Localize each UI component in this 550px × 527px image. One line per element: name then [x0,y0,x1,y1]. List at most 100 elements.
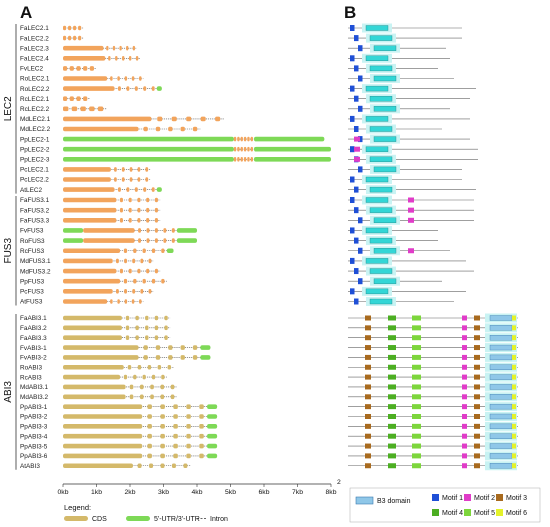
motif2-faabi3-3 [462,335,467,341]
cds-exon-atlec2 [117,187,121,192]
b3-domain-fvabi3-1 [489,344,513,351]
cds-exon-ppfus3 [142,278,146,284]
motif4-fvabi3-2 [388,354,396,360]
b3-domain-faabi3-1 [489,315,513,321]
motif4-faabi3-3 [388,335,396,341]
cds-exon-rcfus3 [63,248,121,254]
cds-exon-fvabi3-1 [155,345,161,350]
motif1-rolec2-2 [350,85,355,92]
gene-label-ppabi3-2: PpABI3-2 [20,414,48,421]
b3-domain-rclec2-2 [373,106,397,112]
cds-exon-ppabi3-5 [173,443,178,449]
b3-domain-fafus3-1 [365,197,389,203]
motif2-rcfus3 [408,248,414,254]
utr3-fvfus3 [176,228,197,233]
b3-domain-pplec2-2 [365,146,389,152]
motif6-faabi3-2 [512,325,516,331]
motif3-rcabi3 [365,374,371,380]
gene-label-rolec2-1: RoLEC2.1 [20,76,50,83]
cds-exon-mdlec2-2 [143,126,148,132]
cds-exon-ppabi3-3 [199,424,204,429]
cds-exon-mdfus3-2 [154,268,158,274]
b3-domain-pcfus3 [365,288,389,295]
cds-exon-faabi3-3 [145,335,149,340]
cds-exon-fvlec2 [63,66,68,71]
cds-exon-faabi3-1 [125,315,130,321]
cds-exon-ppabi3-4 [186,433,191,439]
utr3-pplec2-3 [253,157,331,162]
b3-domain-roabi3 [489,364,513,370]
cds-exon-atabi3 [137,463,142,469]
gene-label-roabi3: RoABI3 [20,364,42,371]
b3-domain-mdabi3-1 [489,384,513,390]
cds-exon-fvabi3-2 [192,355,198,360]
gene-label-ppabi3-4: PpABI3-4 [20,433,48,440]
cds-exon-ppabi3-2 [63,414,143,419]
kb-axis: 0kb 1kb 2kb 3kb 4kb 5kb 6kb 7kb 8kb [58,483,337,496]
motif1-ppfus3 [358,278,363,285]
cds-exon-atfus3 [63,299,108,304]
cds-exon-pplec2-2 [247,146,250,152]
motif1-rclec2-1 [354,95,359,102]
cds-exon-mdfus3-2 [137,268,141,274]
cds-exon-fafus3-1 [128,197,132,203]
legend-motif6-swatch [496,509,503,516]
cds-exon-rcfus3 [123,248,128,254]
motif5-fvabi3-2 [412,354,421,360]
motif1-pclec2-2 [350,176,355,183]
cds-exon-fvlec2 [76,66,81,71]
motif2-pplec2-3 [354,156,360,162]
cds-exon-ppabi3-4 [173,433,178,439]
cds-exon-falec2-4 [115,56,118,61]
cds-exon-faabi3-3 [125,335,130,340]
cds-exon-ppfus3 [151,278,156,284]
cds-exon-fvabi3-2 [180,355,185,360]
cds-exon-pcfus3 [63,289,113,294]
cds-exon-pclec2-1 [145,167,149,172]
motif4-mdabi3-2 [388,394,396,400]
cds-exon-pclec2-1 [114,167,117,172]
cds-exon-faabi3-3 [164,335,168,340]
cds-exon-rclec2-2 [63,106,69,112]
cds-exon-mdabi3-2 [150,394,154,400]
cds-exon-mdlec2-1 [171,116,177,122]
cds-exon-rcfus3 [161,248,165,254]
cds-exon-atlec2 [63,187,115,192]
cds-exon-rolec2-1 [110,76,113,81]
motif3b-roabi3 [474,364,480,370]
cds-exon-mdlec2-1 [157,116,163,122]
cds-exon-fvfus3 [154,228,158,233]
utr3-ppabi3-4 [207,433,218,439]
cds-exon-mdlec2-2 [180,126,185,132]
motif6-fvabi3-1 [512,345,516,351]
cds-exon-pplec2-1 [247,136,250,142]
cds-exon-roabi3 [147,364,152,370]
b3-domain-mdfus3-1 [365,258,389,264]
utr3-ppabi3-3 [207,424,218,429]
cds-exon-fafus3-1 [154,197,158,203]
motif4-ppabi3-5 [388,443,396,449]
motif1-mdfus3-1 [350,257,355,264]
motif2-fafus3-3 [408,217,414,223]
cds-exon-pcfus3 [148,289,152,294]
cds-exon-rofus3 [163,238,167,243]
cds-exon-ppabi3-3 [147,424,152,429]
motif4-fvabi3-1 [388,345,396,351]
cds-exon-fvfus3 [146,228,150,233]
cds-exon-fvfus3 [138,228,141,233]
cds-exon-mdfus3-2 [119,268,123,274]
utr3-rolec2-2 [156,86,162,91]
cds-exon-pclec2-2 [114,177,117,182]
cds-exon-ppabi3-6 [199,453,204,459]
motif4-faabi3-2 [388,325,396,331]
b3-domain-atlec2 [369,186,393,193]
cds-exon-fafus3-2 [146,207,150,213]
cds-exon-falec2-3 [132,45,136,51]
motif3-faabi3-2 [365,325,371,331]
cds-exon-rofus3 [171,238,175,243]
gene-label-pclec2-2: PcLEC2.2 [20,177,49,184]
cds-exon-fvabi3-2 [168,355,173,360]
utr5-pplec2-3 [63,157,234,162]
cds-exon-fvabi3-2 [155,355,161,360]
motif2-pplec2-2 [354,146,360,152]
